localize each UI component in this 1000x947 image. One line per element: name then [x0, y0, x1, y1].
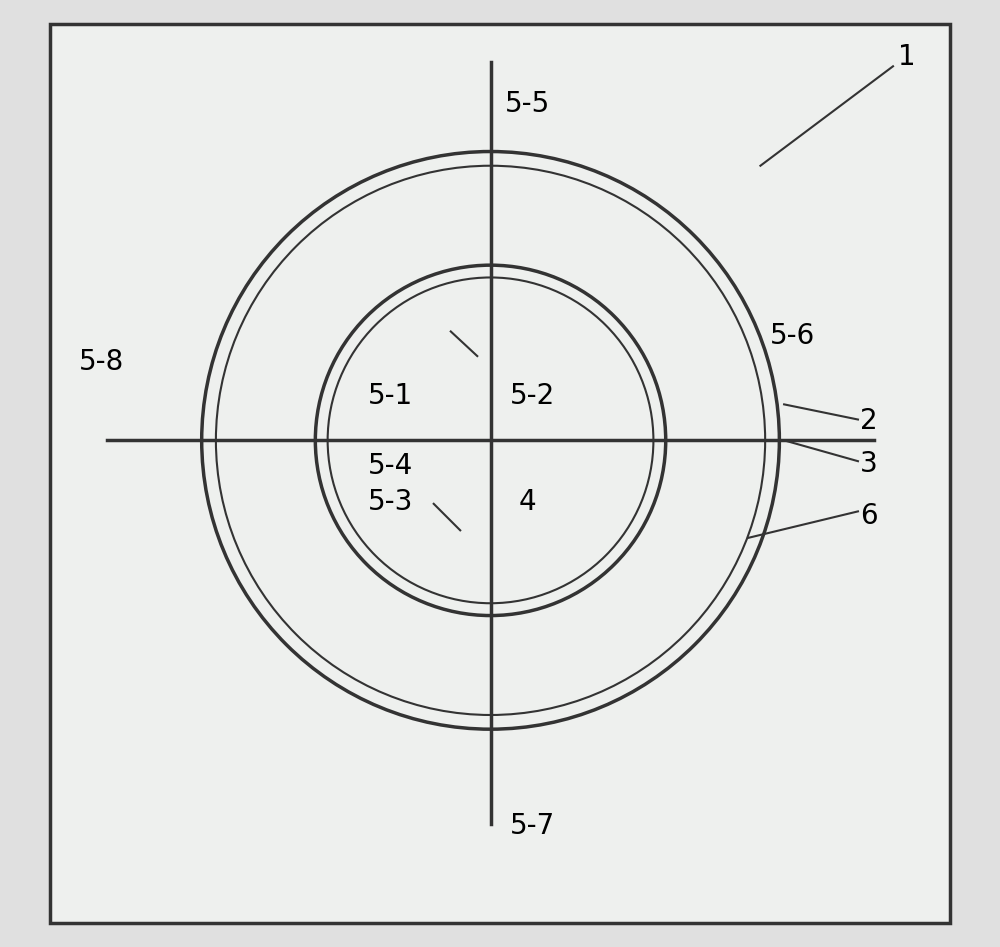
Text: 5-4: 5-4 — [367, 452, 413, 480]
Text: 2: 2 — [860, 407, 877, 436]
Text: 5-1: 5-1 — [367, 382, 413, 410]
Text: 5-5: 5-5 — [505, 90, 550, 118]
Text: 6: 6 — [860, 502, 877, 530]
Text: 1: 1 — [898, 43, 915, 71]
FancyBboxPatch shape — [50, 24, 950, 923]
Text: 4: 4 — [519, 488, 537, 516]
Text: 5-8: 5-8 — [79, 348, 124, 376]
Text: 5-6: 5-6 — [770, 322, 815, 350]
Text: 5-2: 5-2 — [509, 382, 555, 410]
Text: 5-7: 5-7 — [509, 812, 555, 840]
Text: 5-3: 5-3 — [367, 488, 413, 516]
Text: 3: 3 — [860, 450, 878, 478]
